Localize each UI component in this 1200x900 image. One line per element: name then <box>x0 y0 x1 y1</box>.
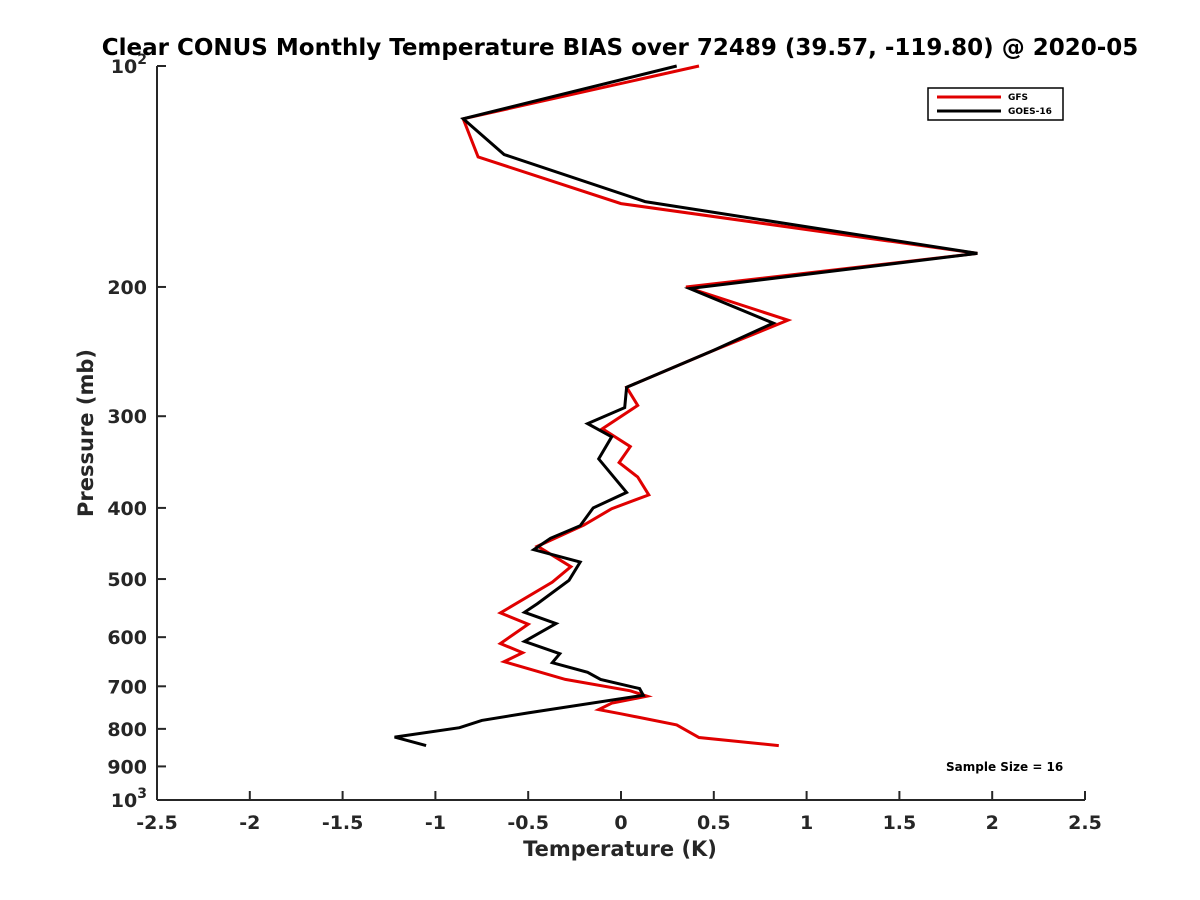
x-tick-label: 2.5 <box>1068 812 1102 834</box>
x-tick-label: -0.5 <box>507 812 549 834</box>
y-tick-label: 103 <box>111 786 147 812</box>
y-tick-label: 200 <box>107 277 147 299</box>
x-tick-label: 1.5 <box>883 812 917 834</box>
x-tick-label: -2.5 <box>136 812 178 834</box>
x-tick-label: -2 <box>239 812 260 834</box>
y-tick-label: 600 <box>107 627 147 649</box>
y-tick-label: 102 <box>111 52 147 78</box>
sample-size-annotation: Sample Size = 16 <box>946 760 1063 774</box>
y-tick-label: 300 <box>107 406 147 428</box>
legend: GFS GOES-16 <box>927 87 1064 121</box>
y-tick-label: 500 <box>107 569 147 591</box>
x-tick-label: 0 <box>614 812 627 834</box>
x-tick-label: 0.5 <box>697 812 731 834</box>
legend-box <box>927 87 1064 121</box>
y-axis-label: Pressure (mb) <box>74 349 98 517</box>
x-tick-label: 1 <box>800 812 813 834</box>
legend-label-goes16: GOES-16 <box>1008 107 1052 117</box>
x-tick-label: -1 <box>425 812 446 834</box>
series-line-goes-16 <box>394 64 978 748</box>
legend-label-gfs: GFS <box>1008 93 1028 103</box>
x-tick-label: -1.5 <box>322 812 364 834</box>
y-tick-label: 900 <box>107 756 147 778</box>
y-tick-label: 700 <box>107 676 147 698</box>
series-layer <box>394 64 978 748</box>
x-axis-label: Temperature (K) <box>523 837 717 861</box>
x-ticks: -2.5 -2 -1.5 -1 -0.5 0 0.5 1 1.5 2 2.5 <box>136 791 1102 834</box>
chart-title: Clear CONUS Monthly Temperature BIAS ove… <box>102 35 1139 61</box>
x-tick-label: 2 <box>986 812 999 834</box>
y-tick-label: 800 <box>107 719 147 741</box>
y-ticks: 102 200 300 400 500 600 700 800 900 103 <box>107 52 166 812</box>
y-tick-label: 400 <box>107 498 147 520</box>
